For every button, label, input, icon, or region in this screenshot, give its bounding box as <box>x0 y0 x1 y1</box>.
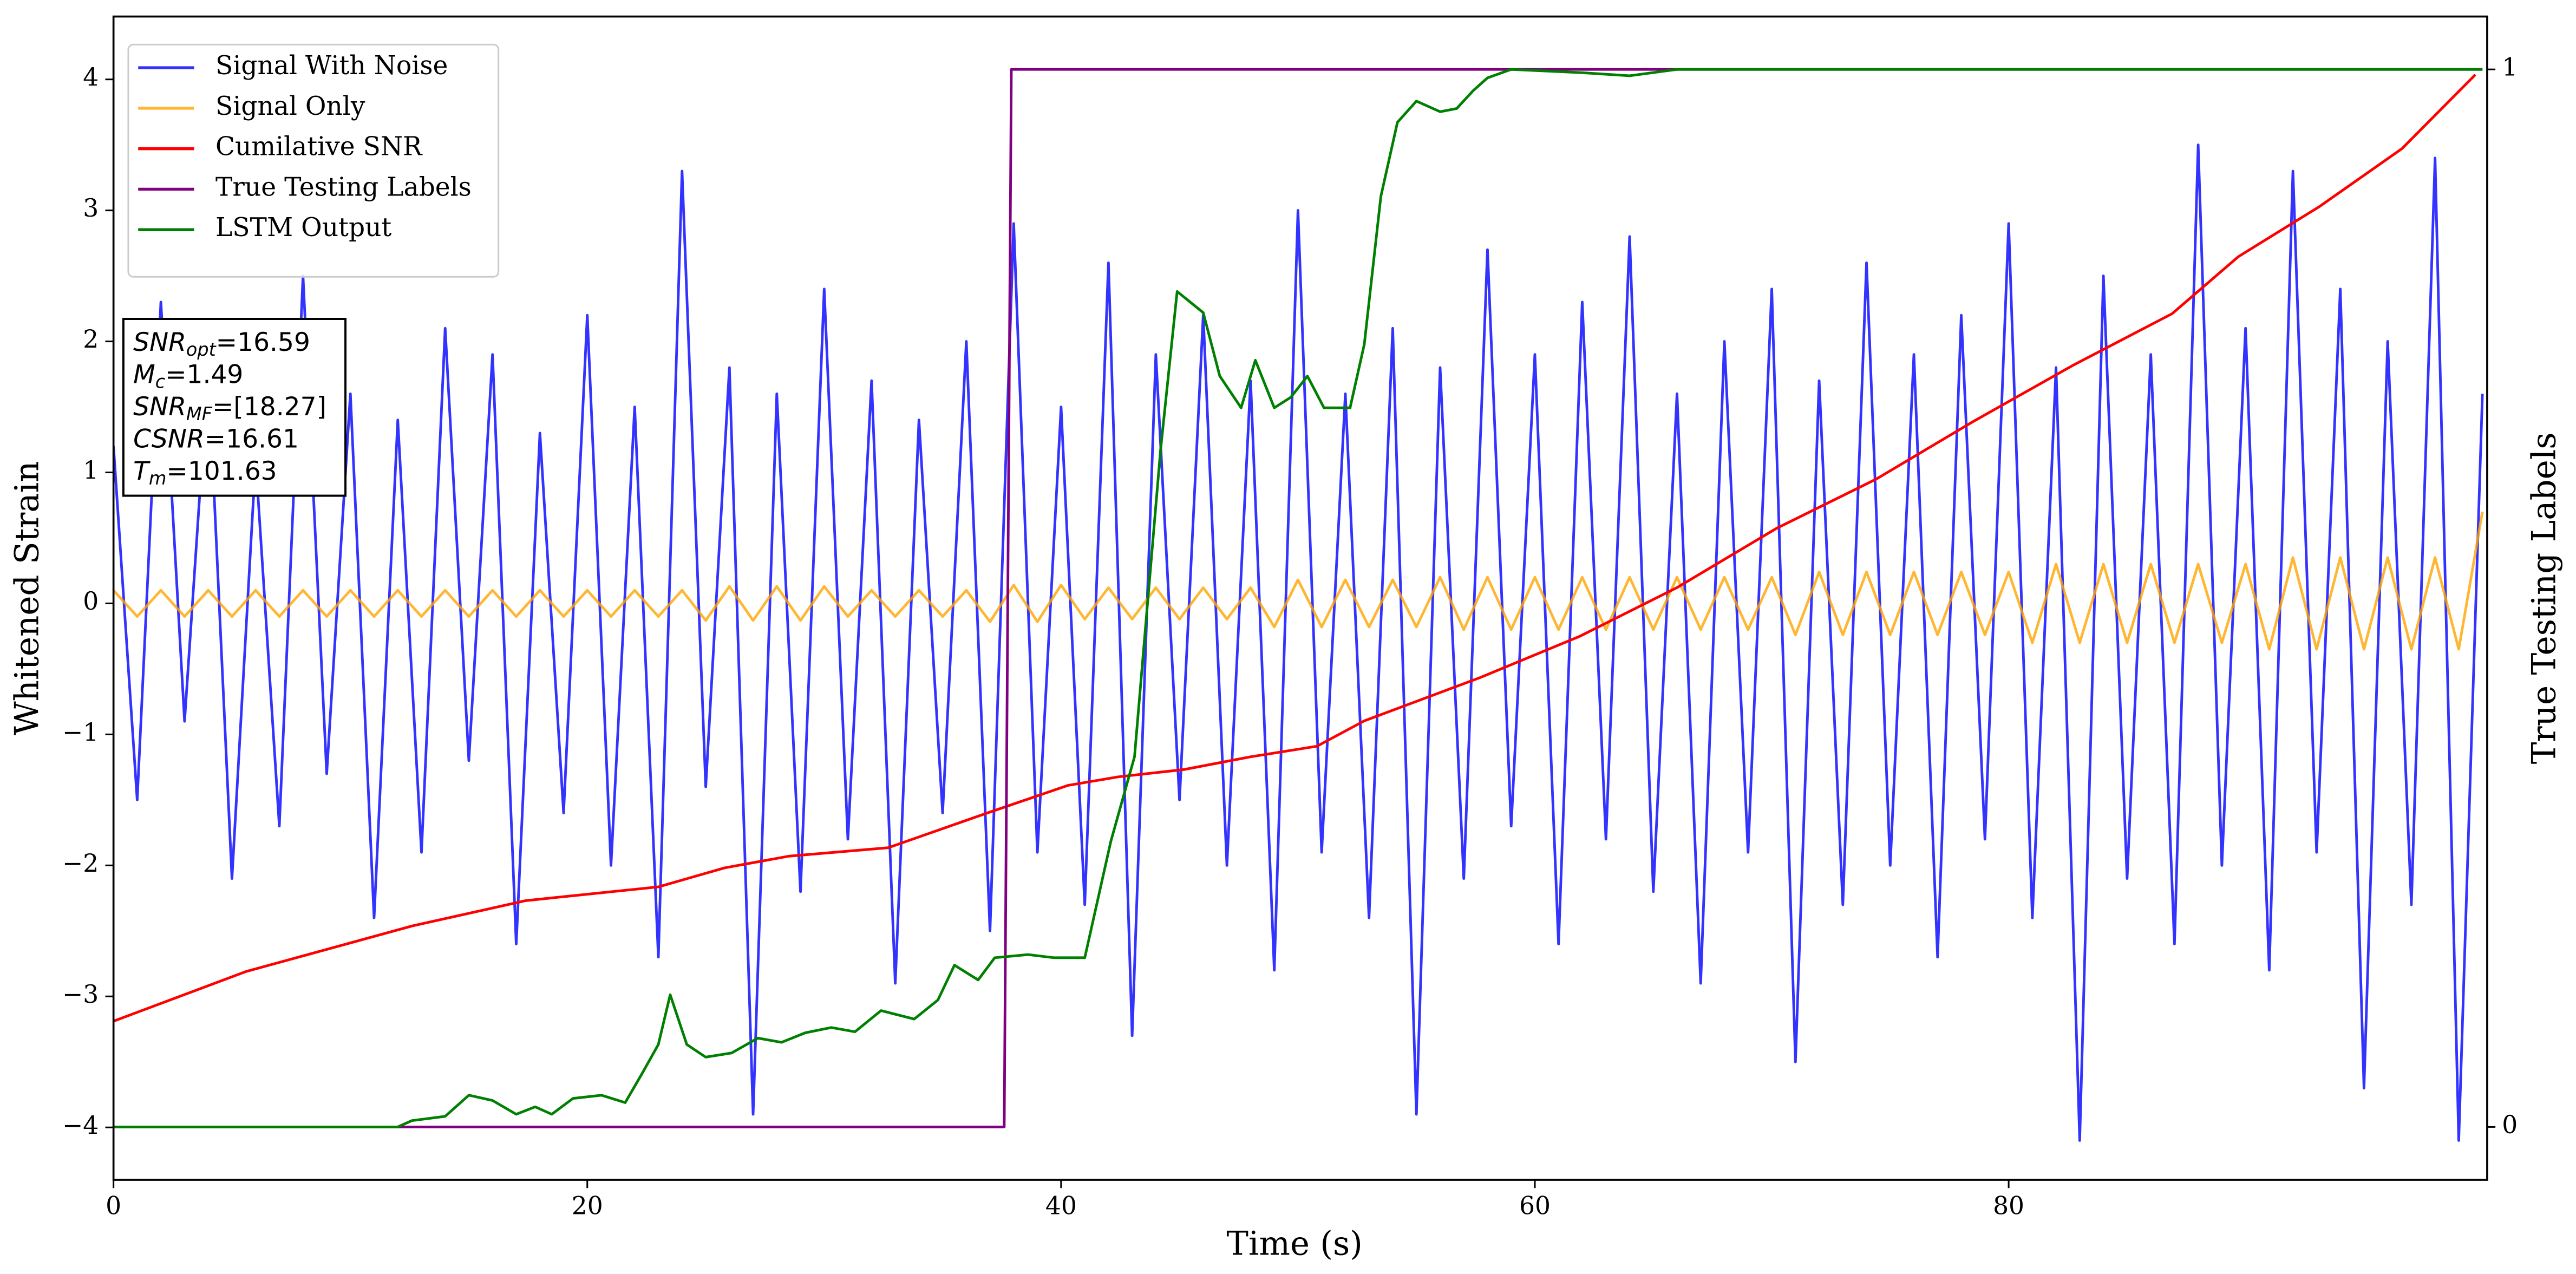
annotation-text: SNR <box>133 392 186 422</box>
x-tick-label: 0 <box>106 1191 121 1220</box>
series-line <box>113 68 2483 1128</box>
x-tick-label: 80 <box>1993 1191 2024 1220</box>
legend-label: LSTM Output <box>215 213 391 243</box>
y-tick-label: 0 <box>83 587 99 616</box>
legend-label: Signal Only <box>215 92 365 121</box>
y2-tick-label: 1 <box>2502 53 2518 82</box>
y2-axis-label: True Testing Labels <box>2525 432 2564 764</box>
x-tick-label: 20 <box>572 1191 603 1220</box>
annotation-value: =[18.27] <box>212 392 326 422</box>
annotation-text: SNR <box>133 328 186 357</box>
annotation-value: =16.61 <box>205 424 299 454</box>
legend-label: Cumilative SNR <box>215 132 423 162</box>
annotation-box <box>122 318 347 497</box>
annotation-sub: opt <box>186 338 217 360</box>
annotation-sub: c <box>155 371 165 392</box>
annotation-sub: m <box>149 467 167 488</box>
y2-tick-label: 0 <box>2502 1110 2518 1139</box>
annotation-value: =1.49 <box>165 360 243 389</box>
y-axis-label: Whitened Strain <box>8 461 47 735</box>
series-line <box>113 511 2484 651</box>
y-tick-label: 2 <box>83 325 99 354</box>
y-tick-label: 1 <box>83 456 99 485</box>
annotation-text: CSNR <box>133 424 205 454</box>
y-tick-label: −2 <box>62 849 99 878</box>
annotation-line: SNRopt=16.59 <box>133 328 310 360</box>
plot-area <box>113 68 2484 1142</box>
annotation-line: SNRMF=[18.27] <box>133 392 326 424</box>
y-tick-label: 4 <box>83 63 99 92</box>
series-line <box>113 143 2484 1142</box>
x-tick-label: 40 <box>1045 1191 1077 1220</box>
series-line <box>113 74 2476 1023</box>
annotation-text: T <box>133 456 151 486</box>
legend-label: True Testing Labels <box>215 172 472 202</box>
annotation-text: M <box>133 360 155 389</box>
legend-label: Signal With Noise <box>215 51 448 81</box>
y-tick-label: −4 <box>62 1111 99 1140</box>
y-tick-label: 3 <box>83 194 99 223</box>
annotation-value: =101.63 <box>166 456 277 486</box>
y-tick-label: −3 <box>62 980 99 1009</box>
annotation-value: =16.59 <box>216 328 310 357</box>
annotation-line: Mc=1.49 <box>133 360 243 392</box>
legend-box <box>127 43 500 278</box>
annotation-line: CSNR=16.61 <box>133 424 299 454</box>
annotation-sub: MF <box>186 403 213 424</box>
x-tick-label: 60 <box>1519 1191 1551 1220</box>
y-tick-label: −1 <box>62 718 99 747</box>
x-axis-label: Time (s) <box>1226 1224 1362 1263</box>
annotation-line: Tm=101.63 <box>133 456 277 489</box>
plot-frame <box>112 15 2488 1181</box>
